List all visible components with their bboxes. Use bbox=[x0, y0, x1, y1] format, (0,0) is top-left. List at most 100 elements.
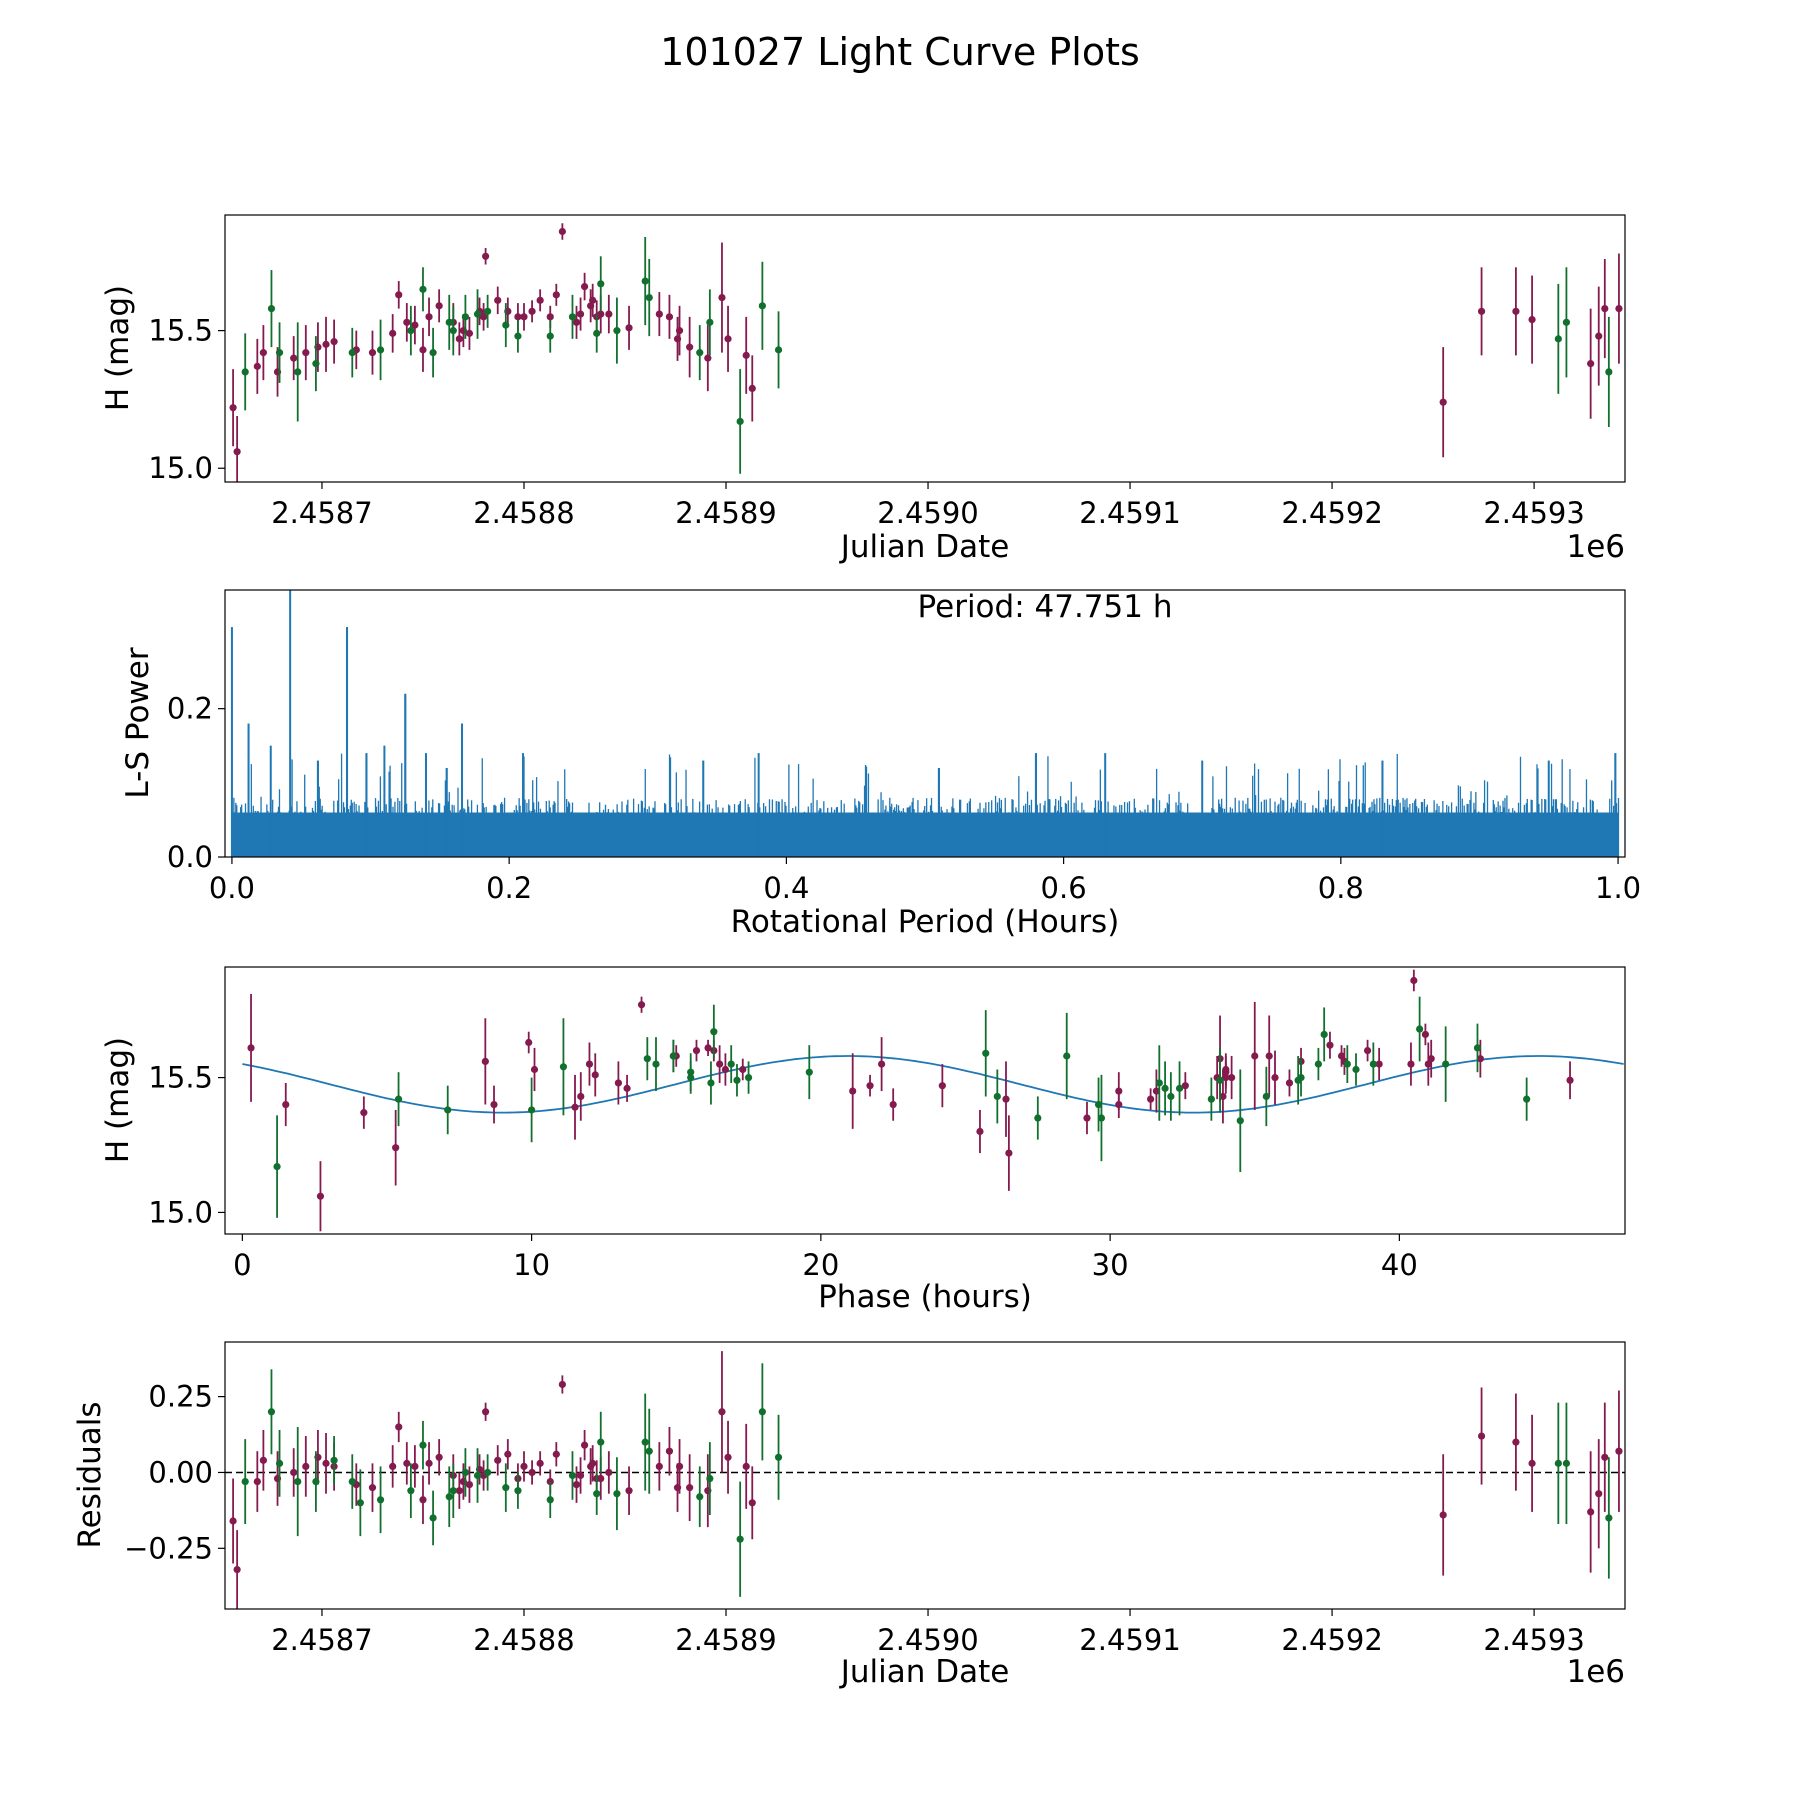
lightcurve-x-ticks: 2.4587 2.4588 2.4589 2.4590 2.4591 2.4592 2.45… bbox=[271, 482, 1585, 530]
phased-filter-a-point bbox=[849, 1087, 857, 1095]
lightcurve-x-tick-label: 2.4590 bbox=[877, 496, 978, 530]
residuals-filter-a-point bbox=[528, 1468, 536, 1477]
lightcurve-filter-b-point bbox=[275, 349, 284, 357]
lightcurve-filter-a-point bbox=[1528, 315, 1536, 324]
phased-filter-b-point bbox=[710, 1028, 718, 1036]
phased-filter-b-point bbox=[982, 1049, 990, 1057]
residuals-filter-a-point bbox=[389, 1462, 397, 1470]
phased-filter-b-point bbox=[273, 1162, 281, 1171]
lightcurve-filter-b-point bbox=[514, 332, 522, 340]
residuals-x-tick-label: 2.4587 bbox=[271, 1623, 372, 1657]
residuals-filter-b-point bbox=[445, 1493, 453, 1501]
periodogram-y-ticks: 0.0 0.2 bbox=[167, 692, 225, 874]
residuals-filter-b-point bbox=[593, 1490, 601, 1498]
lightcurve-axes-frame bbox=[224, 214, 1626, 483]
periodogram-axes-frame bbox=[224, 589, 1626, 858]
phased-filter-b-point bbox=[1063, 1052, 1071, 1060]
lightcurve-filter-a-point bbox=[686, 343, 694, 351]
lightcurve-filter-a-point bbox=[742, 351, 750, 359]
phased-filter-a-point bbox=[1005, 1149, 1013, 1157]
lightcurve-filter-a-point bbox=[389, 329, 397, 337]
residuals-filter-b-point bbox=[645, 1447, 653, 1455]
lightcurve-filter-b-point bbox=[312, 360, 320, 368]
residuals-filter-b-point bbox=[758, 1408, 766, 1416]
lightcurve-filter-b-point bbox=[736, 417, 744, 426]
periodogram-baseline-fill bbox=[231, 812, 1619, 857]
phased-filter-a-point bbox=[976, 1127, 984, 1136]
residuals-filter-a-point bbox=[1528, 1459, 1536, 1467]
periodogram-x-tick-label: 1.0 bbox=[1595, 871, 1641, 905]
lightcurve-filter-b-point bbox=[429, 349, 437, 357]
phased-filter-b-point bbox=[733, 1076, 741, 1084]
phased-filter-b-point bbox=[1155, 1079, 1163, 1087]
lightcurve-y-tick-label: 15.0 bbox=[148, 451, 213, 485]
lightcurve-filter-b-point bbox=[449, 327, 457, 335]
lightcurve-filter-a-point bbox=[748, 384, 756, 393]
phased-filter-a-point bbox=[1251, 1052, 1259, 1060]
lightcurve-filter-a-point bbox=[605, 310, 613, 318]
lightcurve-filter-a-point bbox=[655, 310, 663, 318]
residuals-filter-a-point bbox=[465, 1481, 474, 1489]
residuals-filter-a-point bbox=[665, 1447, 674, 1455]
phased-filter-b-point bbox=[1352, 1065, 1360, 1074]
lightcurve-x-tick-label: 2.4593 bbox=[1483, 496, 1584, 530]
residuals-filter-b-point bbox=[275, 1459, 284, 1467]
phased-filter-b-point bbox=[559, 1063, 568, 1071]
phased-filter-a-point bbox=[721, 1065, 730, 1074]
periodogram-x-tick-label: 0.8 bbox=[1318, 871, 1364, 905]
lightcurve-filter-a-point bbox=[435, 302, 443, 310]
lightcurve-filter-a-point bbox=[411, 321, 419, 329]
phased-filter-a-point bbox=[637, 1001, 646, 1009]
residuals-filter-b-point bbox=[736, 1535, 744, 1543]
residuals-filter-a-point bbox=[368, 1484, 377, 1492]
lightcurve-filter-b-point bbox=[706, 318, 714, 326]
phased-filter-a-point bbox=[1147, 1095, 1155, 1103]
residuals-filter-a-point bbox=[572, 1481, 581, 1489]
residuals-filter-a-point bbox=[1601, 1453, 1609, 1461]
phased-filter-a-point bbox=[1363, 1047, 1372, 1055]
phased-filter-a-point bbox=[585, 1060, 594, 1068]
lightcurve-filter-a-point bbox=[552, 291, 560, 299]
residuals-filter-a-point bbox=[686, 1484, 694, 1492]
residuals-x-tick-label: 2.4592 bbox=[1281, 1623, 1382, 1657]
phased-y-label: H (mag) bbox=[100, 1037, 136, 1163]
phased-filter-a-point bbox=[360, 1109, 368, 1117]
phased-filter-a-point bbox=[1427, 1055, 1435, 1063]
phased-filter-b-point bbox=[1314, 1060, 1322, 1068]
residuals-filter-a-point bbox=[742, 1462, 750, 1470]
lightcurve-filter-b-point bbox=[445, 318, 453, 326]
phased-filter-b-point bbox=[669, 1052, 677, 1060]
lightcurve-filter-b-point bbox=[502, 321, 510, 329]
phased-filter-a-point bbox=[1181, 1082, 1189, 1090]
lightcurve-filter-b-point bbox=[641, 277, 649, 285]
residuals-filter-a-point bbox=[605, 1468, 613, 1477]
lightcurve-filter-b-point bbox=[348, 349, 356, 357]
residuals-filter-b-point bbox=[330, 1456, 338, 1464]
lightcurve-filter-a-point bbox=[465, 329, 474, 337]
residuals-filter-a-point bbox=[419, 1496, 427, 1504]
phased-filter-b-point bbox=[993, 1092, 1001, 1101]
phased-x-tick-label: 0 bbox=[233, 1248, 251, 1282]
phased-filter-b-point bbox=[1167, 1092, 1175, 1101]
lightcurve-filter-a-point bbox=[1512, 307, 1520, 315]
periodogram-x-tick-label: 0.4 bbox=[763, 871, 809, 905]
phased-filter-b-point bbox=[528, 1106, 536, 1114]
residuals-filter-b-point bbox=[1562, 1459, 1571, 1467]
lightcurve-filter-a-point bbox=[403, 318, 411, 326]
phased-x-tick-label: 20 bbox=[802, 1248, 839, 1282]
residuals-filter-b-point bbox=[294, 1477, 302, 1486]
phased-filter-a-point bbox=[938, 1082, 946, 1090]
phased-filter-a-point bbox=[1421, 1030, 1430, 1039]
residuals-filter-b-point bbox=[696, 1493, 704, 1501]
phased-filter-a-point bbox=[1285, 1079, 1294, 1087]
residuals-filter-b-point bbox=[1605, 1514, 1613, 1522]
phased-filter-a-point bbox=[1337, 1052, 1346, 1060]
lightcurve-filter-b-point bbox=[419, 285, 427, 293]
residuals-filter-a-point bbox=[625, 1487, 633, 1495]
phased-filter-b-point bbox=[1236, 1117, 1244, 1125]
residuals-filter-a-point bbox=[455, 1487, 463, 1495]
phased-filter-a-point bbox=[577, 1092, 585, 1101]
phased-filter-b-point bbox=[1473, 1044, 1482, 1052]
phased-filter-b-point bbox=[1369, 1060, 1377, 1068]
residuals-filter-a-point bbox=[1512, 1438, 1520, 1446]
